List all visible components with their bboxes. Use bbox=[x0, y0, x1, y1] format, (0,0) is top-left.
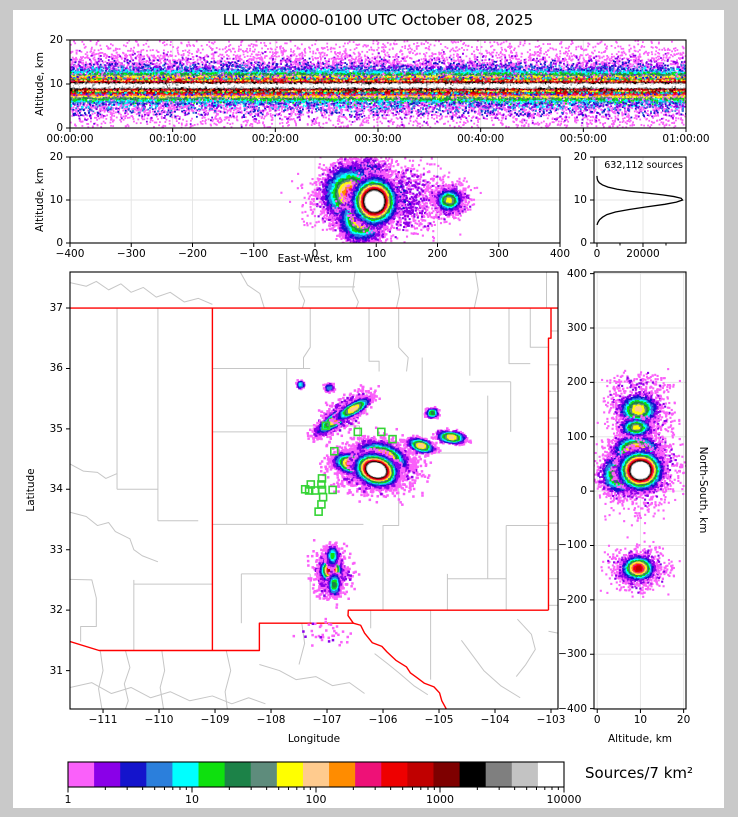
tick-label: 37 bbox=[49, 302, 63, 314]
time-height-y-axis-label: Altitude, km bbox=[34, 51, 46, 117]
tick-label: 400 bbox=[549, 247, 571, 260]
tick-label: 00:20:00 bbox=[251, 132, 299, 145]
tick-label: −200 bbox=[558, 593, 587, 606]
ew-height-x-axis-label: East-West, km bbox=[277, 253, 353, 265]
tick-label: −100 bbox=[239, 247, 269, 260]
tick-label: 400 bbox=[566, 267, 587, 280]
tick-label: 200 bbox=[427, 247, 448, 260]
tick-label: −200 bbox=[178, 247, 207, 260]
map-y-axis-label: Latitude bbox=[25, 468, 37, 512]
tick-label: 20 bbox=[676, 713, 691, 726]
ns-height-x-axis-label: Altitude, km bbox=[607, 733, 673, 745]
tick-label: −106 bbox=[368, 713, 398, 726]
tick-label: 00:40:00 bbox=[457, 132, 505, 145]
colorbar-label: Sources/7 km² bbox=[585, 764, 694, 782]
tick-label: 00:30:00 bbox=[354, 132, 402, 145]
tick-label: 34 bbox=[49, 483, 63, 496]
tick-label: 10 bbox=[633, 713, 648, 726]
tick-label: −400 bbox=[558, 702, 587, 715]
tick-label: 31 bbox=[49, 664, 63, 677]
tick-label: −300 bbox=[558, 648, 587, 661]
tick-label: −111 bbox=[88, 713, 118, 726]
tick-label: 20 bbox=[49, 151, 63, 163]
tick-label: 300 bbox=[488, 247, 509, 260]
tick-label: −107 bbox=[312, 713, 342, 726]
tick-label: 0 bbox=[593, 713, 601, 726]
tick-label: 0 bbox=[593, 247, 601, 260]
page-title: LL LMA 0000-0100 UTC October 08, 2025 bbox=[222, 11, 534, 29]
tick-label: 1 bbox=[64, 793, 72, 806]
tick-label: 00:50:00 bbox=[559, 132, 607, 145]
tick-label: 00:10:00 bbox=[149, 132, 197, 145]
tick-label: 20 bbox=[49, 34, 63, 46]
tick-label: 00:00:00 bbox=[46, 132, 94, 145]
tick-label: 20000 bbox=[626, 247, 660, 260]
tick-label: 0 bbox=[56, 122, 63, 134]
tick-label: 20 bbox=[573, 151, 587, 163]
tick-label: 36 bbox=[49, 362, 63, 375]
tick-label: 100 bbox=[305, 793, 327, 806]
tick-label: 100 bbox=[366, 247, 387, 260]
tick-label: −100 bbox=[558, 539, 587, 552]
tick-label: 35 bbox=[49, 422, 63, 435]
tick-label: 100 bbox=[566, 430, 587, 443]
tick-label: −110 bbox=[144, 713, 174, 726]
tick-label: −104 bbox=[480, 713, 510, 726]
tick-label: 0 bbox=[311, 247, 319, 260]
ns-height-y-axis-label: North-South, km bbox=[697, 446, 709, 534]
tick-label: −300 bbox=[116, 247, 146, 260]
tick-label: 10 bbox=[49, 194, 63, 206]
tick-label: 32 bbox=[49, 604, 63, 617]
tick-label: 0 bbox=[580, 237, 587, 249]
tick-label: 1000 bbox=[426, 793, 454, 806]
tick-label: 10 bbox=[573, 194, 587, 206]
source-count-annotation: 632,112 sources bbox=[604, 160, 683, 171]
tick-label: 33 bbox=[49, 543, 63, 556]
tick-label: 10 bbox=[49, 78, 63, 90]
tick-label: −400 bbox=[55, 247, 85, 260]
tick-label: −105 bbox=[424, 713, 454, 726]
tick-label: 10000 bbox=[546, 793, 582, 806]
tick-label: −108 bbox=[256, 713, 286, 726]
tick-label: 200 bbox=[566, 376, 587, 389]
tick-label: 0 bbox=[56, 237, 63, 249]
tick-label: 300 bbox=[566, 321, 587, 334]
tick-label: 0 bbox=[580, 485, 587, 498]
ew-height-y-axis-label: Altitude, km bbox=[34, 167, 46, 233]
tick-label: −109 bbox=[200, 713, 230, 726]
map-x-axis-label: Longitude bbox=[287, 733, 341, 745]
tick-label: 10 bbox=[185, 793, 199, 806]
tick-label: −103 bbox=[536, 713, 566, 726]
tick-label: 01:00:00 bbox=[662, 132, 710, 145]
